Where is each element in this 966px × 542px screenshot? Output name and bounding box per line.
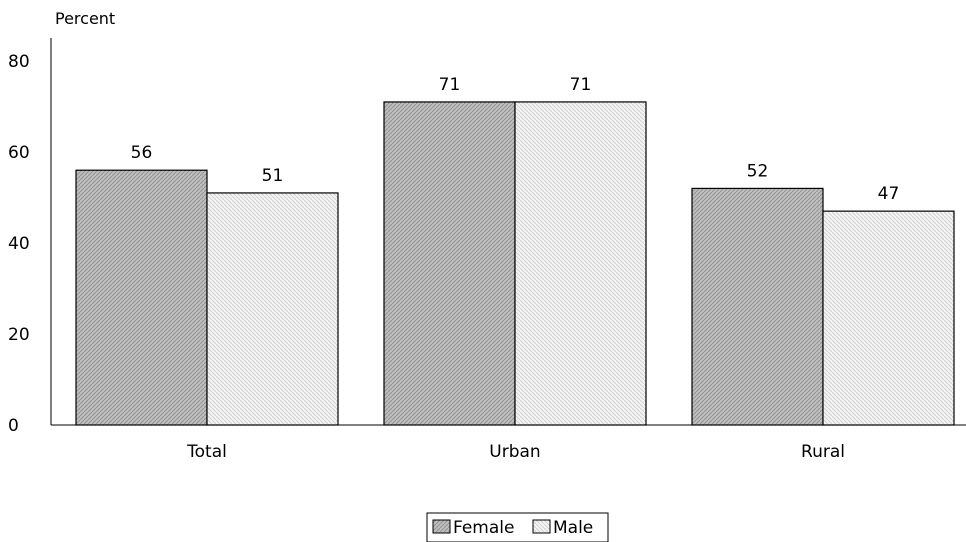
y-axis-label: Percent	[55, 9, 115, 28]
bar-female-total	[75, 169, 208, 426]
y-tick-label: 40	[8, 234, 30, 254]
y-tick-label: 60	[8, 143, 30, 163]
data-label: 71	[439, 75, 461, 95]
data-label: 51	[262, 166, 284, 186]
legend-swatch-female	[432, 519, 451, 534]
bar-female-rural	[691, 187, 824, 426]
legend-label-female: Female	[453, 518, 514, 538]
bar-male-urban	[514, 101, 647, 426]
legend-label-male: Male	[553, 518, 593, 538]
bar-female-urban	[383, 101, 516, 426]
x-tick-label: Rural	[801, 442, 845, 462]
bar-male-total	[206, 192, 339, 426]
y-tick-label: 20	[8, 325, 30, 345]
data-label: 71	[570, 75, 592, 95]
y-tick-label: 0	[8, 416, 19, 436]
data-label: 47	[878, 184, 900, 204]
y-tick-label: 80	[8, 52, 30, 72]
bar-male-rural	[822, 210, 955, 426]
x-tick-label: Urban	[489, 442, 540, 462]
x-tick-label: Total	[186, 442, 227, 462]
legend-box	[426, 512, 609, 542]
data-label: 56	[131, 143, 153, 163]
data-label: 52	[747, 161, 769, 181]
legend-swatch-male	[532, 519, 551, 534]
